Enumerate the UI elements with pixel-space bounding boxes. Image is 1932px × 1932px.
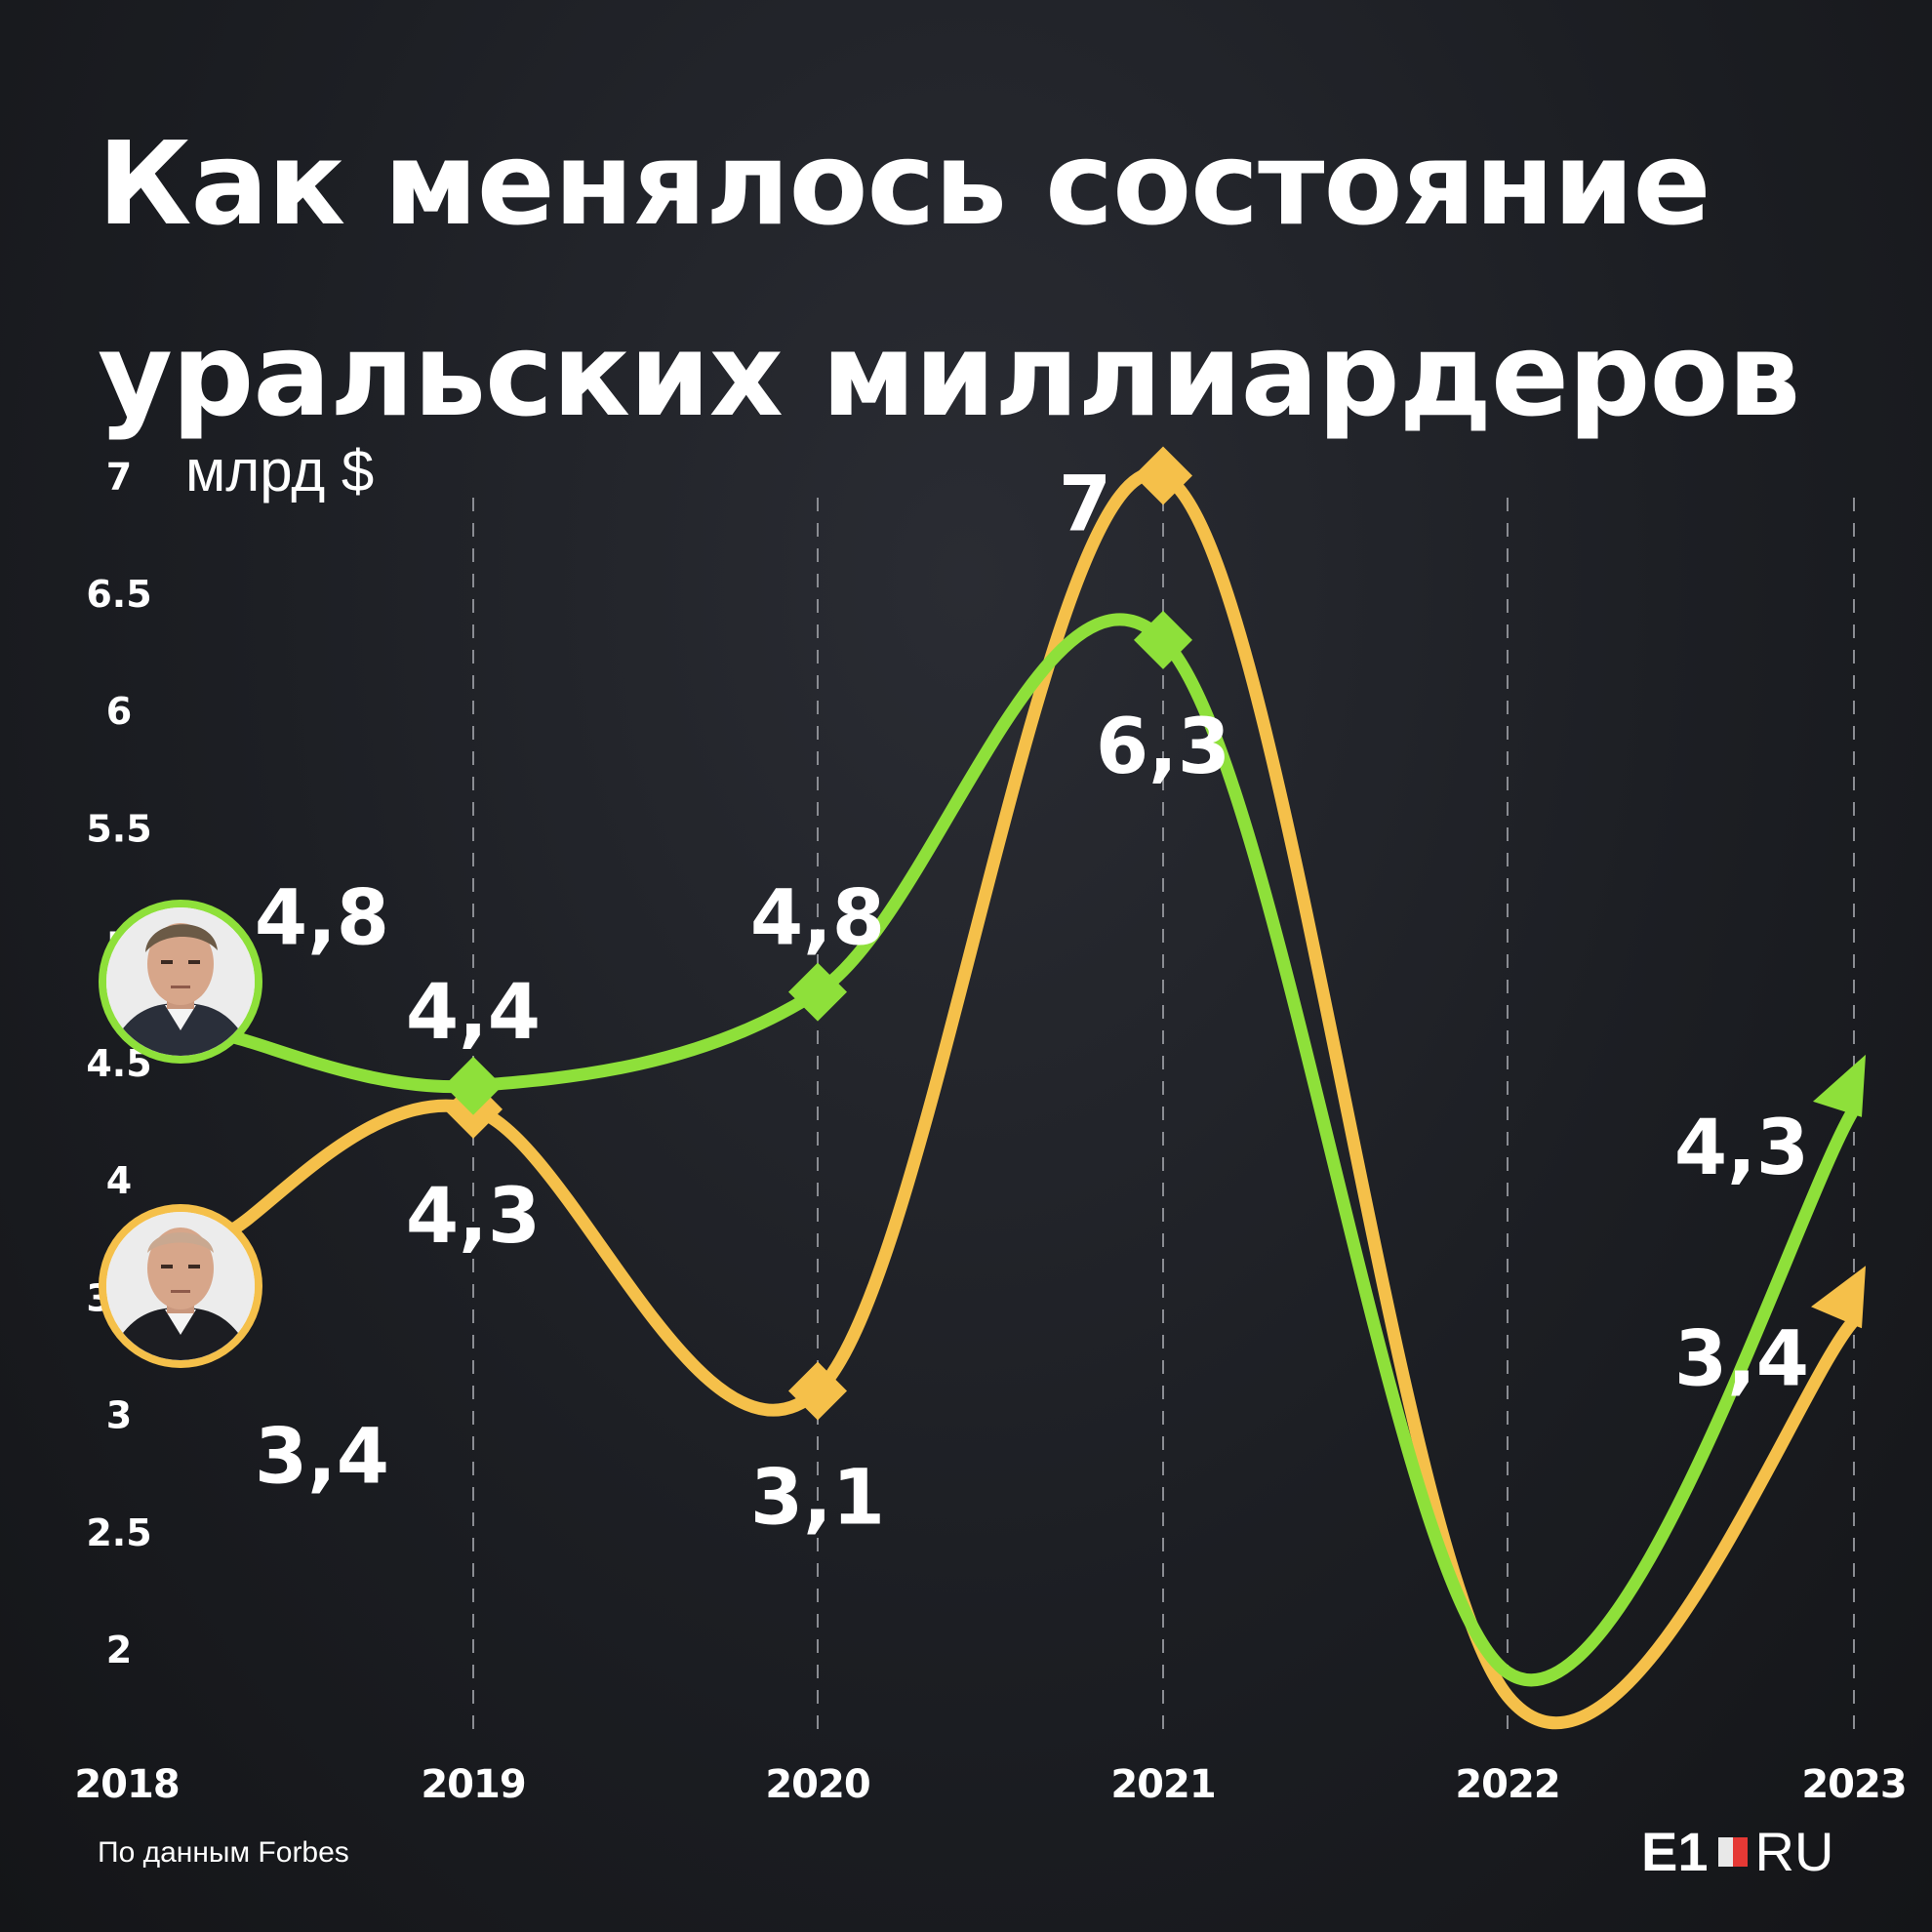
title-line-2: уральских миллиардеров: [98, 307, 1800, 442]
y-tick-label: 2: [106, 1629, 132, 1671]
source-note: По данным Forbes: [98, 1836, 349, 1869]
y-tick-label: 6: [106, 690, 132, 733]
data-label-series-1-2018: 3,4: [255, 1413, 389, 1501]
e1-logo[interactable]: E1 RU: [1641, 1823, 1833, 1881]
y-tick-label: 2.5: [86, 1511, 151, 1554]
data-label-series-1-2021: 7: [1059, 462, 1111, 549]
y-tick-label: 4: [106, 1159, 132, 1202]
x-tick-label-2021: 2021: [1110, 1762, 1215, 1807]
data-label-series-0-2023: 4,3: [1674, 1105, 1809, 1192]
y-axis-unit-label: млрд $: [185, 438, 375, 503]
series-line-1: [222, 466, 1861, 1730]
x-tick-label-2022: 2022: [1455, 1762, 1559, 1807]
portrait-man-2: [99, 1204, 262, 1368]
series-0-end-arrow-icon: [1813, 1054, 1866, 1117]
series-1-end-arrow-icon: [1811, 1266, 1866, 1329]
y-tick-label: 6.5: [86, 573, 151, 616]
x-tick-label-2019: 2019: [421, 1762, 525, 1807]
title-line-1: Как менялось состояние: [98, 116, 1711, 251]
data-label-series-1-2019: 4,3: [406, 1173, 541, 1261]
logo-square-icon: [1717, 1837, 1748, 1867]
portrait-man-1: [99, 900, 262, 1064]
data-label-series-0-2020: 4,8: [750, 875, 885, 963]
series-1-point-2021: [1134, 446, 1192, 505]
series-0-point-2019: [444, 1056, 503, 1115]
series-1-point-2020: [788, 1361, 847, 1421]
y-tick-label: 7: [106, 456, 132, 499]
series-0-point-2021: [1134, 610, 1192, 669]
logo-e1-text: E1: [1641, 1821, 1709, 1882]
data-label-series-0-2019: 4,4: [406, 969, 541, 1057]
data-label-series-1-2020: 3,1: [750, 1454, 885, 1542]
y-tick-label: 3: [106, 1394, 132, 1437]
series-0-point-2020: [788, 962, 847, 1022]
data-label-series-0-2021: 6,3: [1096, 704, 1230, 791]
logo-ru-text: RU: [1754, 1821, 1834, 1882]
x-tick-label-2023: 2023: [1801, 1762, 1906, 1807]
page-title: Как менялось состояние уральских миллиар…: [98, 88, 1873, 470]
x-tick-label-2020: 2020: [765, 1762, 869, 1807]
x-tick-label-2018: 2018: [74, 1762, 179, 1807]
data-label-series-0-2018: 4,8: [255, 875, 389, 963]
y-tick-label: 5.5: [86, 807, 151, 850]
data-label-series-1-2023: 3,4: [1674, 1315, 1809, 1403]
